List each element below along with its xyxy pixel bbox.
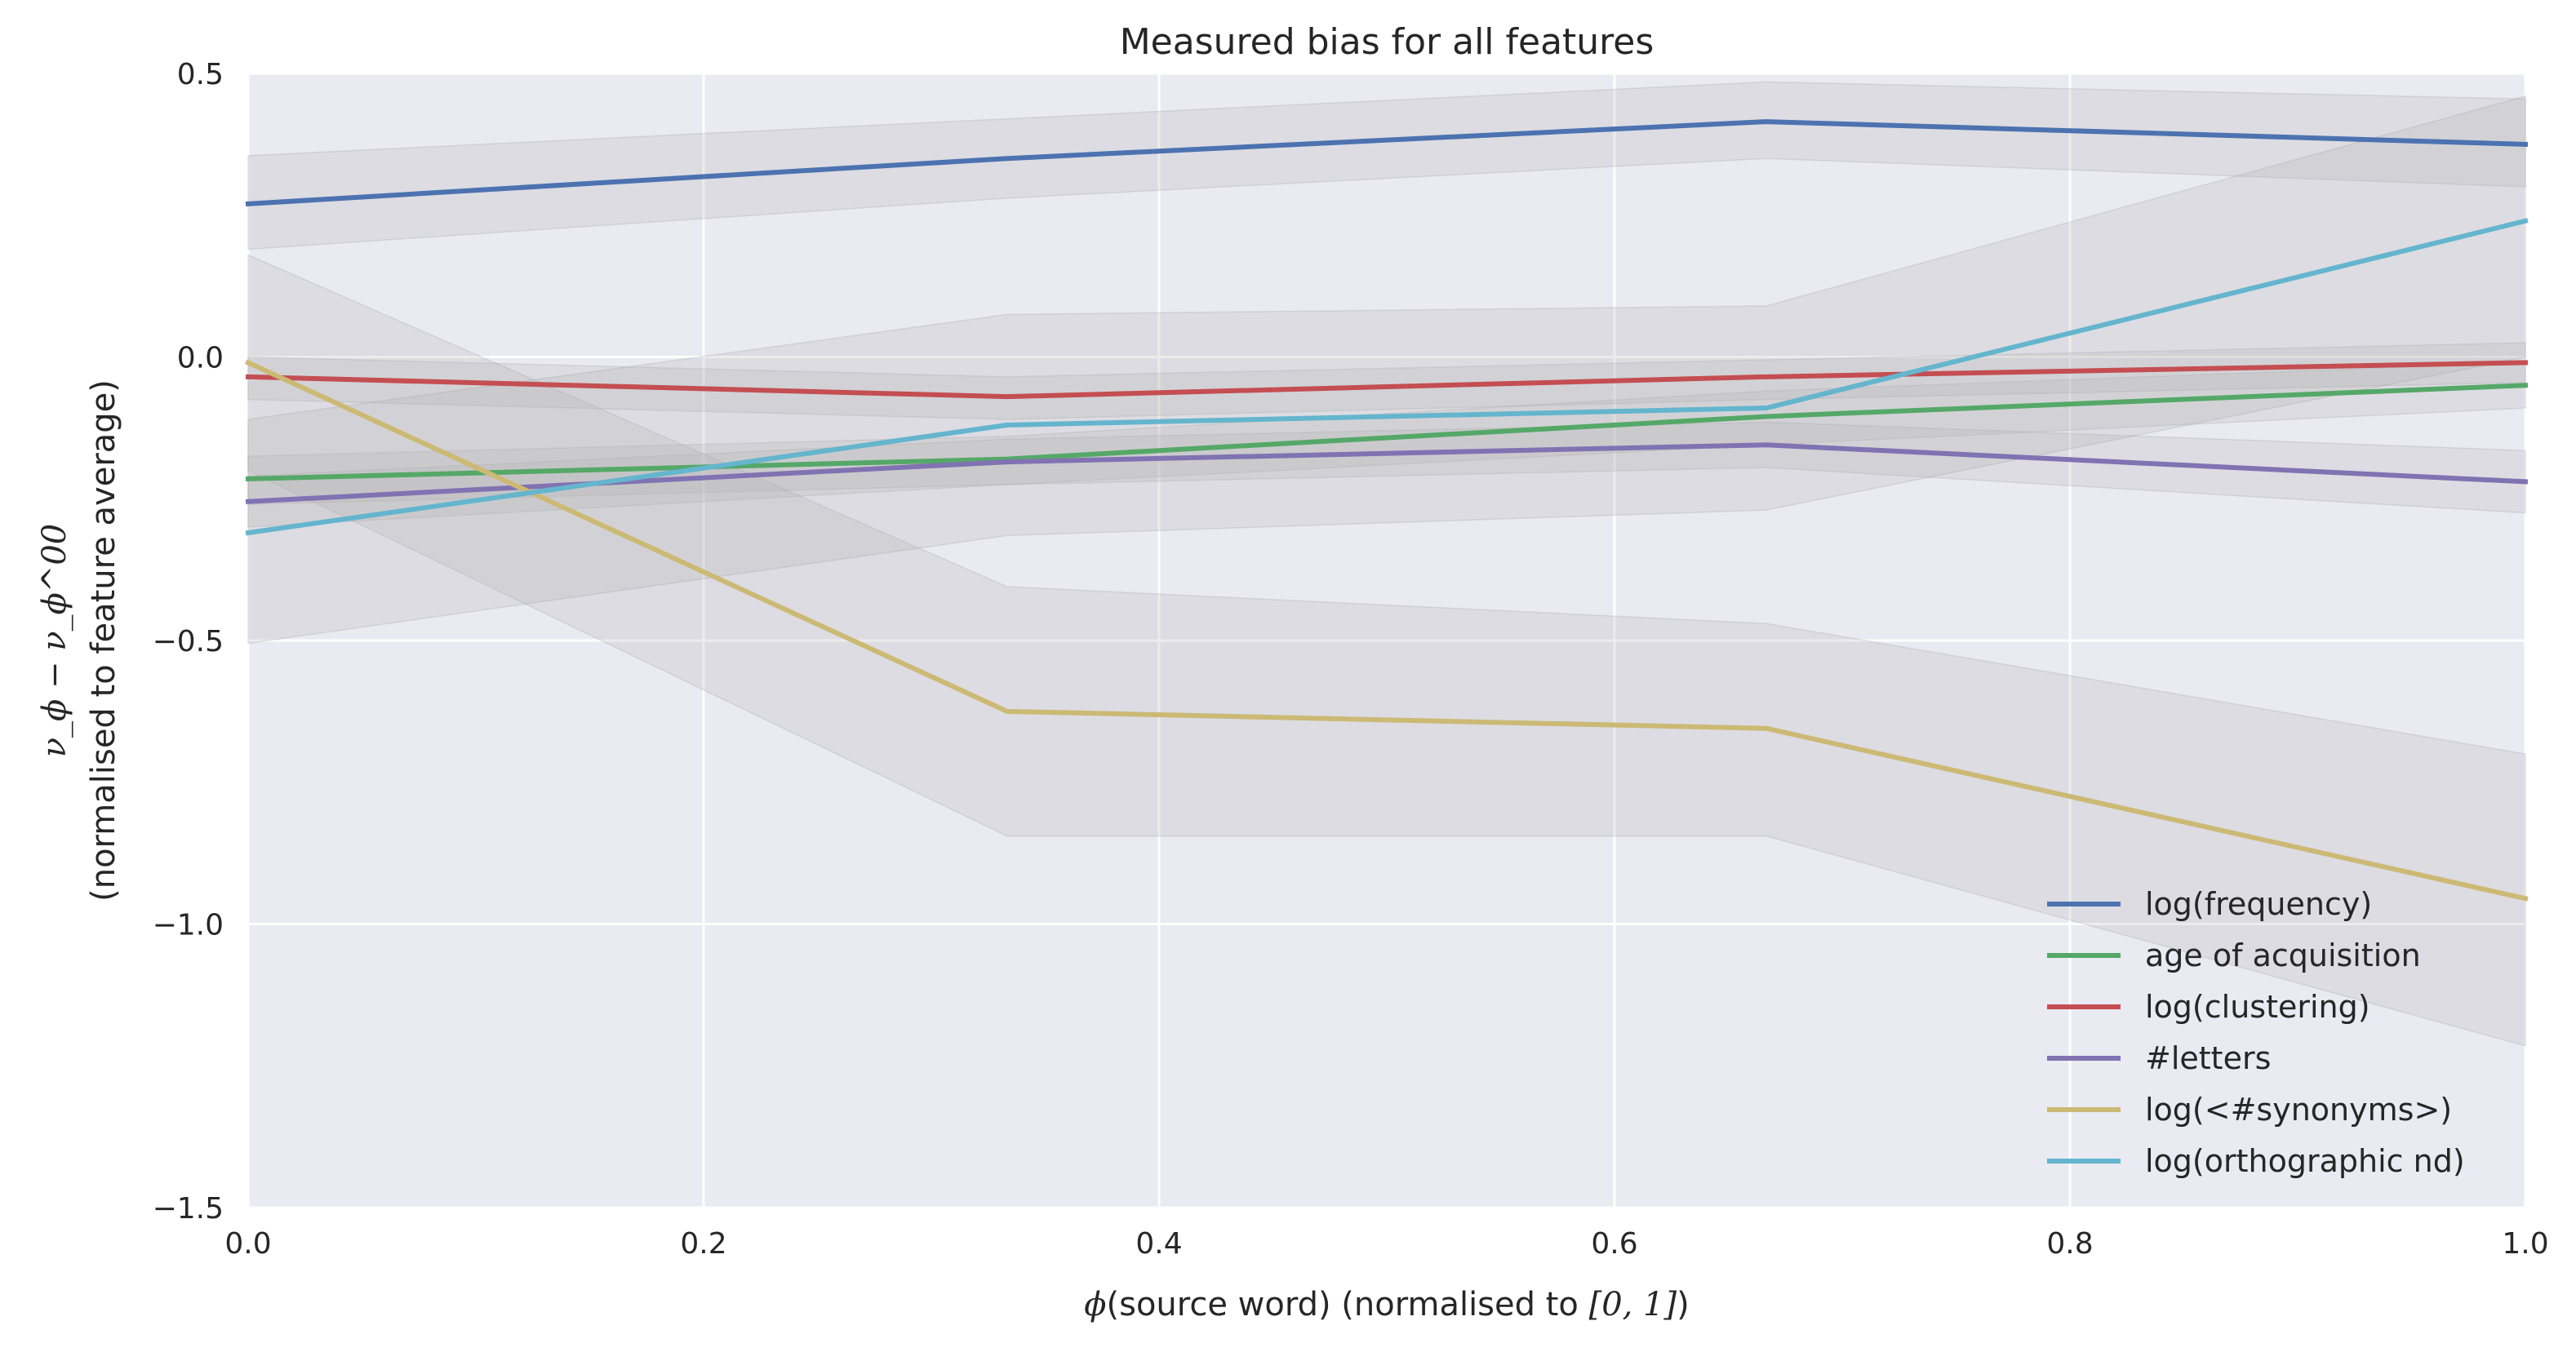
y-tick-label: 0.5	[177, 58, 224, 91]
confidence-band	[247, 421, 2526, 528]
x-axis-title-part: )	[1318, 1286, 1331, 1323]
y-tick-label: −1.0	[153, 909, 224, 942]
series-line	[245, 383, 2529, 482]
x-axis-title-part: )	[1677, 1286, 1690, 1323]
legend-label: log(clustering)	[2145, 989, 2370, 1025]
y-tick-label: −1.5	[153, 1192, 224, 1226]
series-line	[245, 218, 2529, 536]
legend-label: #letters	[2145, 1040, 2271, 1076]
x-tick-label: 0.6	[1591, 1227, 1637, 1261]
series-lines	[245, 119, 2529, 902]
x-axis-title-phi: ϕ	[1084, 1286, 1106, 1323]
x-axis-title-part: (source word	[1107, 1286, 1318, 1323]
tick-labels: 0.0 0.2 0.4 0.6 0.8 1.0 0.5 0.0 −0.5 −1.0 −1.5	[153, 58, 2549, 1261]
x-tick-label: 0.8	[2046, 1227, 2093, 1261]
y-axis-title-text: (normalised to feature average)	[85, 379, 122, 902]
confidence-band	[247, 81, 2526, 250]
x-axis-title-interval: [0, 1]	[1589, 1286, 1677, 1323]
y-axis-title-math: ν_ϕ − ν_ϕ^00	[36, 524, 73, 758]
legend-label: log(frequency)	[2145, 886, 2372, 922]
legend-label: log(orthographic nd)	[2145, 1143, 2465, 1179]
x-tick-label: 0.2	[680, 1227, 726, 1261]
legend: log(frequency) age of acquisition log(clus…	[2047, 886, 2465, 1179]
chart-title: Measured bias for all features	[1120, 21, 1654, 63]
x-tick-label: 0.4	[1135, 1227, 1182, 1261]
series-line	[245, 442, 2529, 504]
x-tick-label: 1.0	[2502, 1227, 2548, 1261]
confidence-band	[247, 95, 2526, 645]
x-axis-title-part: (normalised to	[1331, 1286, 1589, 1323]
legend-label: log(<#synonyms>)	[2145, 1092, 2452, 1128]
x-tick-label: 0.0	[224, 1227, 271, 1261]
y-axis-title: ν_ϕ − ν_ϕ^00 (normalised to feature aver…	[36, 379, 122, 902]
confidence-band	[247, 254, 2526, 1047]
legend-label: age of acquisition	[2145, 938, 2421, 973]
x-axis-title: ϕ(source word) (normalised to [0, 1])	[1084, 1286, 1690, 1323]
y-tick-label: −0.5	[153, 625, 224, 658]
y-tick-label: 0.0	[177, 342, 224, 375]
series-line	[245, 119, 2529, 207]
grid-lines	[246, 72, 2527, 1209]
series-line	[245, 360, 2529, 400]
series-line	[245, 359, 2529, 902]
